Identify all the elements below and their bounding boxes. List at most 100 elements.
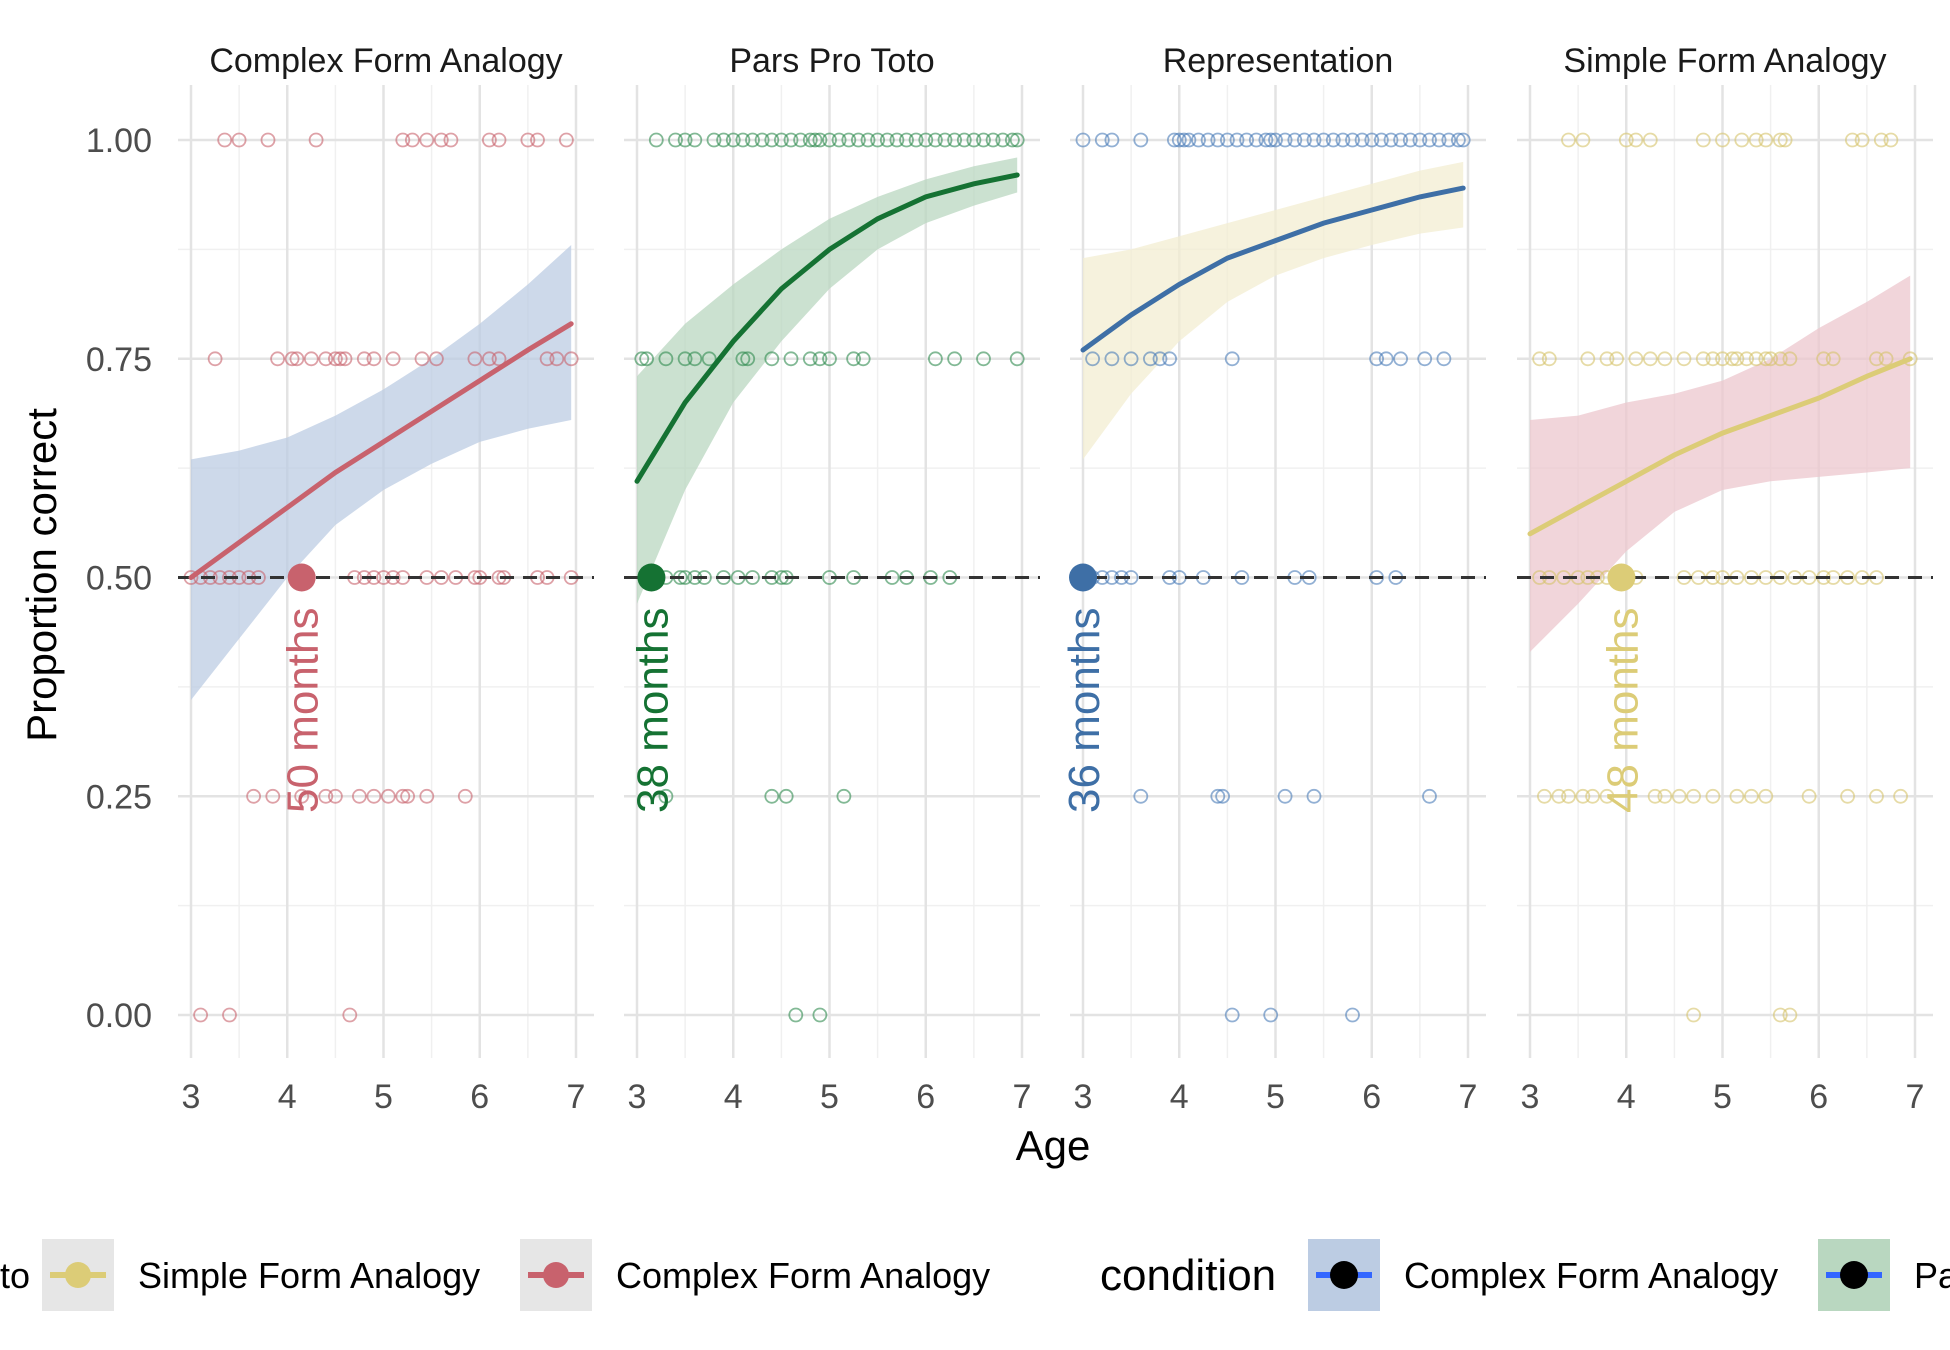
data-point (1075, 132, 1091, 148)
data-point (1647, 788, 1663, 804)
data-point (889, 132, 905, 148)
data-point (1561, 788, 1576, 804)
data-point (1306, 132, 1322, 148)
legend-label: Pa (1914, 1255, 1950, 1296)
data-point (1642, 132, 1658, 148)
data-point (1369, 351, 1384, 367)
data-point (342, 1007, 358, 1023)
data-point (1104, 132, 1120, 148)
data-point (404, 132, 420, 148)
data-point (284, 351, 300, 367)
data-point (976, 351, 991, 367)
data-point (928, 351, 943, 367)
threshold-point (287, 563, 316, 592)
data-point (1220, 132, 1235, 148)
data-point (1561, 132, 1576, 148)
data-point (1748, 351, 1764, 367)
data-point (764, 788, 780, 804)
data-point (1258, 132, 1274, 148)
facet-title: Pars Pro Toto (729, 42, 934, 80)
data-point (1167, 132, 1182, 148)
data-point (634, 351, 650, 367)
data-point (520, 132, 536, 148)
legend-point (65, 1262, 91, 1288)
data-point (1758, 788, 1774, 804)
fit-line (188, 321, 574, 580)
data-point (947, 132, 962, 148)
data-point (1777, 132, 1793, 148)
data-point (1532, 351, 1547, 367)
data-point (1772, 351, 1788, 367)
data-point (481, 351, 497, 367)
data-point (1354, 132, 1370, 148)
data-point (260, 132, 276, 148)
data-point (332, 351, 348, 367)
data-point (956, 132, 972, 148)
data-point (1618, 132, 1634, 148)
facet-title: Simple Form Analogy (1563, 42, 1886, 80)
data-point (1191, 132, 1206, 148)
data-point (1628, 132, 1644, 148)
data-point (985, 132, 1001, 148)
data-point (783, 351, 799, 367)
data-point (639, 351, 654, 367)
data-point (1686, 788, 1701, 804)
x-tick-label: 7 (1906, 1078, 1925, 1116)
data-point (1580, 351, 1596, 367)
x-tick-label: 7 (1013, 1078, 1032, 1116)
data-point (764, 132, 780, 148)
data-point (687, 132, 703, 148)
data-point (443, 132, 459, 148)
data-point (1422, 788, 1437, 804)
x-tick-label: 4 (278, 1078, 297, 1116)
data-point (1739, 351, 1754, 367)
data-point (419, 132, 435, 148)
data-point (1431, 132, 1447, 148)
data-point (1883, 132, 1899, 148)
fit-line (634, 172, 1020, 484)
data-point (1782, 351, 1798, 367)
legend-point (543, 1262, 569, 1288)
data-point (1297, 132, 1312, 148)
data-point (928, 132, 943, 148)
data-point (1123, 351, 1139, 367)
data-point (327, 788, 343, 804)
data-point (207, 351, 223, 367)
data-point (217, 132, 233, 148)
data-point (1200, 132, 1216, 148)
data-point (1724, 351, 1740, 367)
x-tick-label: 3 (182, 1078, 201, 1116)
data-point (812, 1007, 828, 1023)
data-point (1143, 351, 1158, 367)
data-point (265, 788, 281, 804)
data-point (549, 351, 565, 367)
data-point (822, 351, 837, 367)
data-point (1451, 132, 1466, 148)
threshold-point (637, 563, 666, 592)
data-point (778, 788, 794, 804)
y-tick-label: 0.25 (86, 778, 152, 816)
data-point (1345, 1007, 1360, 1023)
data-point (1705, 788, 1721, 804)
data-point (841, 132, 857, 148)
data-point (457, 788, 473, 804)
threshold-label: 50 months (279, 608, 328, 813)
data-point (491, 132, 507, 148)
data-point (1248, 132, 1264, 148)
data-point (745, 132, 760, 148)
data-point (677, 351, 693, 367)
data-point (1772, 132, 1788, 148)
data-point (846, 351, 861, 367)
data-point (908, 132, 924, 148)
data-point (1642, 351, 1658, 367)
data-point (1094, 132, 1110, 148)
threshold-label: 36 months (1060, 608, 1109, 813)
data-point (1335, 132, 1351, 148)
x-tick-label: 4 (1170, 1078, 1189, 1116)
data-point (1845, 132, 1860, 148)
facet-title: Representation (1163, 42, 1394, 80)
data-point (1374, 132, 1389, 148)
data-point (1758, 132, 1774, 148)
x-tick-label: 7 (1459, 1078, 1478, 1116)
threshold-point (1607, 563, 1636, 592)
